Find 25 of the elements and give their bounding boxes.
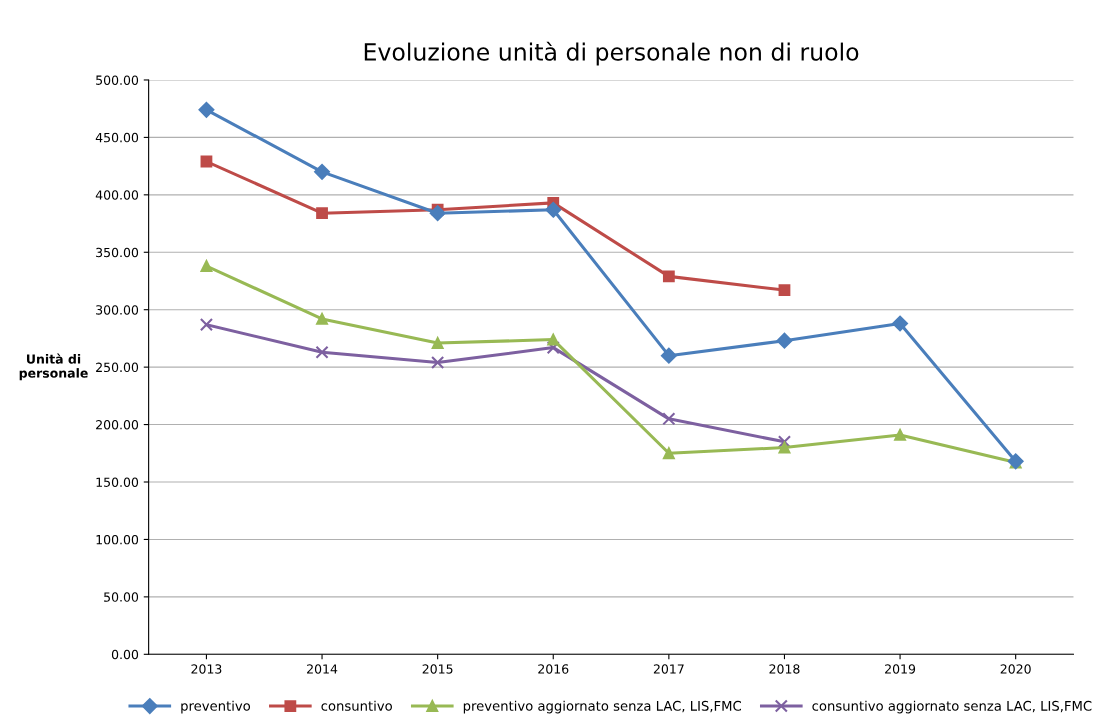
x-tick-label: 2017	[653, 664, 684, 674]
y-tick-label: 200.00	[96, 420, 139, 430]
legend-label: consuntivo	[321, 700, 392, 711]
x-tick-label: 2020	[1000, 664, 1031, 674]
y-axis-title: Unità di personale	[19, 353, 88, 381]
legend-label: consuntivo aggiornato senza LAC, LIS,FMC	[812, 700, 1092, 714]
y-tick-label: 150.00	[96, 477, 139, 487]
y-tick-label: 0.00	[111, 649, 139, 660]
legend-label: preventivo	[181, 700, 251, 714]
y-tick-label: 50.00	[104, 592, 139, 602]
y-tick-label: 350.00	[96, 247, 139, 258]
x-tick-label: 2016	[538, 664, 569, 674]
x-tick-label: 2015	[422, 664, 453, 674]
x-tick-label: 2019	[885, 664, 916, 674]
x-tick-label: 2018	[769, 664, 800, 674]
y-tick-label: 100.00	[96, 534, 139, 545]
y-tick-label: 250.00	[96, 362, 139, 373]
x-tick-label: 2013	[191, 664, 222, 674]
x-tick-label: 2014	[307, 664, 338, 674]
y-tick-label: 500.00	[96, 75, 139, 85]
y-tick-label: 450.00	[95, 132, 139, 143]
chart-title: Evoluzione unità di personale non di ruolo	[364, 41, 859, 66]
y-tick-label: 400.00	[95, 190, 139, 200]
legend-label: preventivo aggiornato senza LAC, LIS,FMC	[463, 700, 741, 714]
y-tick-label: 300.00	[96, 305, 139, 315]
